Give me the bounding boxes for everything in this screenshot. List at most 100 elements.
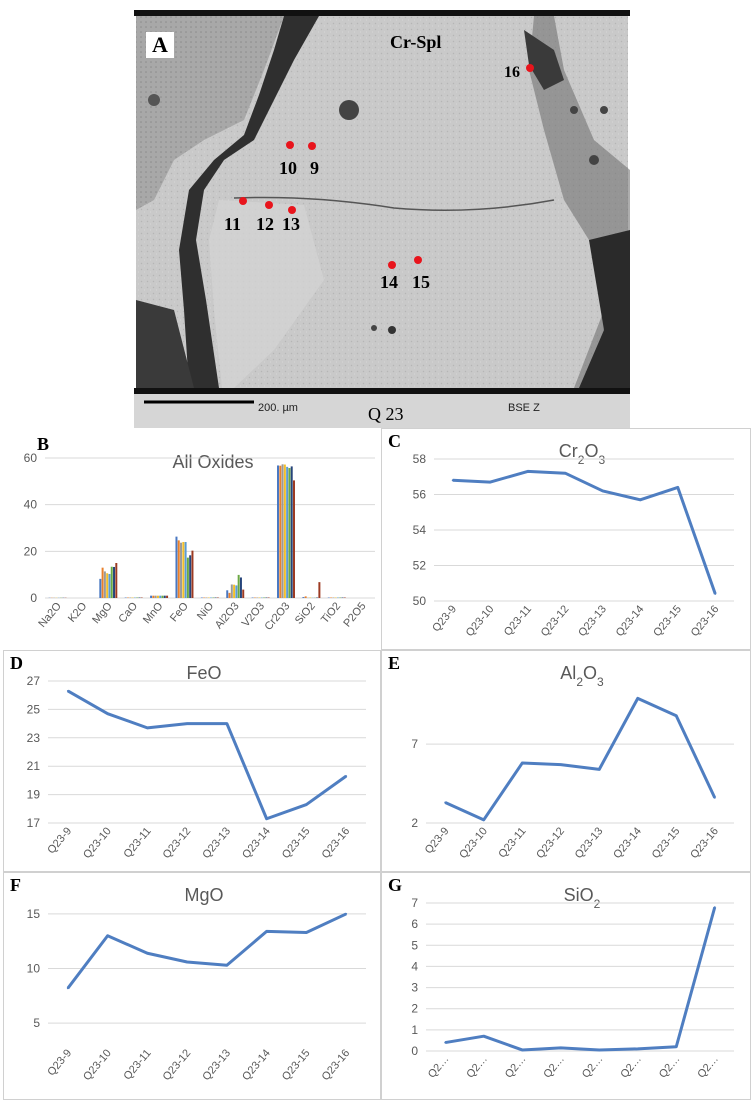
- x-tick-label: Q23-9: [423, 825, 452, 856]
- x-tick-label: Q2…: [580, 1053, 606, 1080]
- bar: [235, 585, 238, 598]
- data-point: [564, 472, 567, 475]
- data-point: [675, 1045, 678, 1048]
- y-tick-label: 2: [411, 816, 418, 830]
- bar: [191, 550, 194, 598]
- x-tick-label: SiO2: [293, 600, 318, 626]
- y-tick-label: 56: [413, 488, 427, 502]
- bar: [182, 542, 185, 598]
- data-point: [106, 712, 109, 715]
- y-tick-label: 40: [24, 498, 38, 512]
- point-label-11: 11: [224, 214, 242, 234]
- x-tick-label: Q23-13: [200, 825, 233, 861]
- bar: [318, 582, 321, 598]
- y-tick-label: 5: [33, 1016, 40, 1030]
- data-point: [265, 930, 268, 933]
- bar: [115, 563, 118, 598]
- x-tick-label: Q23-12: [539, 603, 572, 639]
- data-point: [146, 726, 149, 729]
- x-tick-label: CaO: [116, 600, 140, 625]
- y-tick-label: 60: [24, 451, 38, 465]
- panel-label-a: A: [146, 32, 174, 58]
- point-label-13: 13: [282, 214, 300, 234]
- x-tick-label: Q23-13: [573, 825, 606, 861]
- data-point: [636, 697, 639, 700]
- y-tick-label: 20: [24, 544, 38, 558]
- panel-label-d: D: [10, 653, 23, 673]
- data-point: [186, 960, 189, 963]
- x-tick-label: Q23-11: [502, 603, 534, 638]
- data-point: [598, 768, 601, 771]
- y-tick-label: 17: [27, 816, 41, 830]
- y-tick-label: 5: [411, 938, 418, 952]
- x-tick-label: Q2…: [657, 1053, 683, 1080]
- data-point: [636, 1047, 639, 1050]
- panel-label-e: E: [388, 653, 401, 673]
- bar: [159, 595, 162, 598]
- panel-label-c: C: [388, 431, 401, 451]
- x-tick-label: Q23-11: [496, 825, 528, 860]
- bar: [237, 574, 240, 598]
- bar: [150, 595, 153, 598]
- x-tick-label: Q23-12: [161, 825, 194, 861]
- data-point: [186, 722, 189, 725]
- series-line: [445, 906, 717, 1052]
- chart-svg-b: All Oxides 0 20 40 60 Na2O K2O MgO CaO MnO FeO NiOA…: [24, 451, 375, 633]
- analysis-point-10: [286, 141, 294, 149]
- chart-title-c: Cr2O3: [559, 441, 606, 467]
- data-point: [146, 952, 149, 955]
- bar: [103, 571, 106, 598]
- panel-label-b: B: [37, 434, 50, 454]
- data-point: [305, 803, 308, 806]
- panel-label-f: F: [10, 875, 21, 895]
- x-tick-label: Q23-15: [651, 603, 684, 639]
- x-tick-label: K2O: [66, 600, 90, 625]
- data-point: [489, 481, 492, 484]
- bar: [152, 595, 155, 598]
- bar: [233, 584, 236, 598]
- data-point: [676, 486, 679, 489]
- x-tick-label: Q23-14: [240, 1047, 273, 1083]
- data-point: [482, 1035, 485, 1038]
- bar: [175, 536, 178, 598]
- x-tick-label: Q23-15: [650, 825, 683, 861]
- data-point: [521, 1048, 524, 1051]
- y-tick-label: 27: [27, 674, 41, 688]
- bar: [226, 590, 229, 598]
- bar: [242, 589, 245, 598]
- x-tick-label: Q23-9: [45, 825, 74, 856]
- x-tick-label: Q23-15: [280, 825, 313, 861]
- x-tick-label: Q23-12: [161, 1047, 194, 1083]
- data-point: [713, 796, 716, 799]
- series-line: [444, 696, 717, 822]
- sample-label: Q 23: [368, 404, 404, 424]
- data-point: [225, 964, 228, 967]
- bar: [186, 557, 189, 598]
- bar: [113, 566, 116, 598]
- x-tick-label: Q2…: [618, 1053, 644, 1080]
- y-tick-label: 52: [413, 559, 427, 573]
- bar: [184, 542, 187, 598]
- analysis-point-16: [526, 64, 534, 72]
- bar: [101, 567, 104, 598]
- y-tick-label: 10: [27, 962, 41, 976]
- data-point: [345, 912, 348, 915]
- x-tick-label: Q23-10: [457, 825, 490, 861]
- x-tick-label: Q23-10: [464, 603, 497, 639]
- data-point: [444, 801, 447, 804]
- x-tick-label: TiO2: [319, 600, 343, 626]
- bar: [99, 578, 102, 598]
- data-point: [559, 763, 562, 766]
- y-tick-label: 0: [411, 1044, 418, 1058]
- bar: [180, 542, 183, 598]
- data-point: [225, 722, 228, 725]
- x-tick-label: Q2…: [464, 1053, 490, 1080]
- x-tick-label: Na2O: [36, 600, 64, 630]
- y-tick-label: 54: [413, 523, 427, 537]
- chart-svg-g: SiO2 0 1 2 3 4 5 6 7 Q2… Q2… Q2… Q2… Q2… Q2… Q2… Q2…: [411, 885, 734, 1081]
- x-tick-label: Q23-15: [280, 1047, 313, 1083]
- analysis-point-13: [288, 206, 296, 214]
- bse-micrograph: [134, 10, 630, 428]
